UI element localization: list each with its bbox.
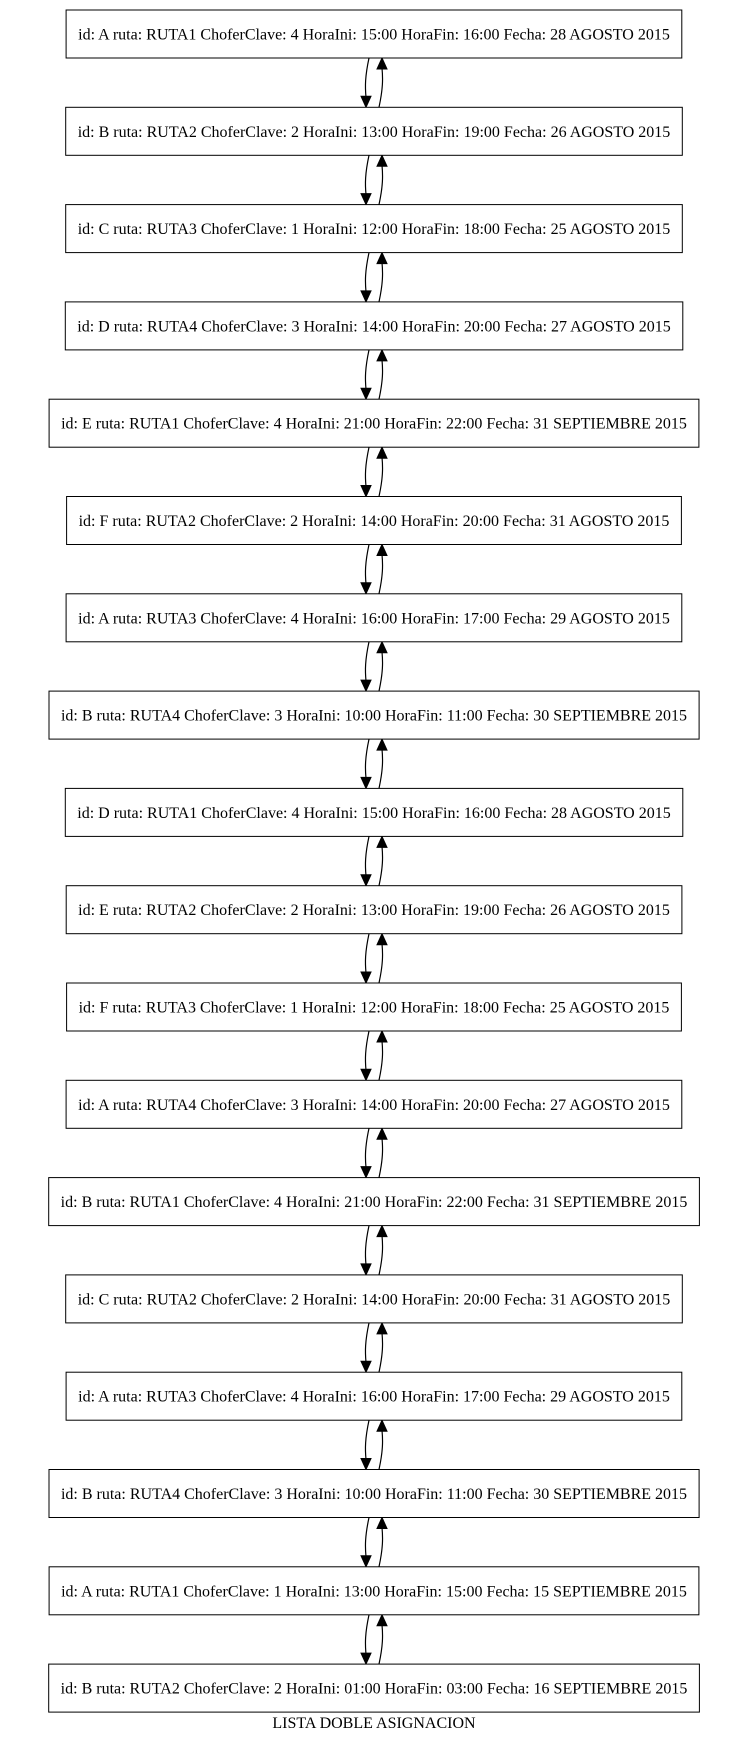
list-node: id: A ruta: RUTA3 ChoferClave: 4 HoraIni… [65, 593, 683, 643]
next-arrow [360, 1517, 372, 1569]
list-node: id: A ruta: RUTA1 ChoferClave: 1 HoraIni… [48, 1566, 700, 1616]
prev-arrow [376, 348, 388, 400]
node-box [65, 593, 683, 643]
next-arrow [360, 1128, 372, 1179]
list-node: id: B ruta: RUTA2 ChoferClave: 2 HoraIni… [48, 1663, 700, 1713]
next-arrow [360, 447, 372, 498]
prev-arrow [376, 1516, 388, 1567]
node-box [64, 301, 684, 351]
list-node: id: B ruta: RUTA4 ChoferClave: 3 HoraIni… [48, 690, 700, 740]
next-arrow [360, 155, 372, 206]
node-label: id: A ruta: RUTA4 ChoferClave: 3 HoraIni… [78, 1097, 670, 1114]
prev-arrow [376, 445, 388, 497]
prev-arrow [376, 737, 388, 789]
node-label: id: D ruta: RUTA1 ChoferClave: 4 HoraIni… [77, 805, 670, 822]
prev-arrow [376, 56, 388, 108]
diagram-caption: LISTA DOBLE ASIGNACION [272, 1715, 476, 1732]
prev-arrow [376, 154, 388, 205]
node-box [48, 398, 700, 448]
node-box [48, 1469, 700, 1518]
node-box [65, 1371, 683, 1421]
next-arrow [360, 641, 372, 693]
prev-arrow [376, 543, 388, 594]
node-box [48, 1566, 700, 1616]
list-node: id: D ruta: RUTA1 ChoferClave: 4 HoraIni… [64, 787, 684, 837]
next-arrow [360, 1030, 372, 1082]
node-label: id: E ruta: RUTA2 ChoferClave: 2 HoraIni… [78, 902, 670, 919]
node-label: id: A ruta: RUTA3 ChoferClave: 4 HoraIni… [78, 610, 670, 627]
next-arrow [360, 738, 372, 790]
node-box [65, 885, 683, 935]
list-node: id: F ruta: RUTA2 ChoferClave: 2 HoraIni… [66, 496, 682, 545]
next-arrow [360, 1225, 372, 1277]
list-node: id: D ruta: RUTA4 ChoferClave: 3 HoraIni… [64, 301, 684, 351]
node-box [65, 106, 683, 156]
node-label: id: C ruta: RUTA3 ChoferClave: 1 HoraIni… [78, 221, 671, 238]
next-arrow [360, 933, 372, 985]
node-box [48, 1663, 700, 1713]
next-arrow [360, 544, 372, 596]
list-node: id: A ruta: RUTA3 ChoferClave: 4 HoraIni… [65, 1371, 683, 1421]
node-label: id: B ruta: RUTA1 ChoferClave: 4 HoraIni… [61, 1194, 688, 1211]
prev-arrow [376, 1127, 388, 1178]
node-label: id: A ruta: RUTA1 ChoferClave: 1 HoraIni… [61, 1583, 687, 1600]
prev-arrow [376, 1321, 388, 1373]
list-node: id: B ruta: RUTA2 ChoferClave: 2 HoraIni… [65, 106, 683, 156]
node-label: id: F ruta: RUTA3 ChoferClave: 1 HoraIni… [79, 1000, 670, 1017]
node-label: id: B ruta: RUTA2 ChoferClave: 2 HoraIni… [61, 1681, 688, 1698]
list-node: id: B ruta: RUTA4 ChoferClave: 3 HoraIni… [48, 1469, 700, 1518]
next-arrow [360, 1420, 372, 1471]
next-arrow [360, 252, 372, 304]
list-node: id: B ruta: RUTA1 ChoferClave: 4 HoraIni… [48, 1177, 700, 1227]
prev-arrow [376, 835, 388, 886]
node-box [48, 690, 700, 740]
node-box [65, 9, 683, 59]
node-box [66, 496, 682, 545]
node-box [65, 1079, 683, 1129]
next-arrow [360, 57, 372, 109]
node-box [64, 787, 684, 837]
prev-arrow [376, 1224, 388, 1276]
prev-arrow [376, 251, 388, 303]
edges-layer [360, 56, 388, 1666]
node-box [48, 1177, 700, 1227]
next-arrow [360, 836, 372, 887]
next-arrow [360, 1614, 372, 1666]
prev-arrow [376, 1029, 388, 1081]
next-arrow [360, 1322, 372, 1374]
nodes-layer: id: A ruta: RUTA1 ChoferClave: 4 HoraIni… [48, 9, 700, 1713]
list-node: id: A ruta: RUTA4 ChoferClave: 3 HoraIni… [65, 1079, 683, 1129]
node-label: id: A ruta: RUTA1 ChoferClave: 4 HoraIni… [78, 27, 670, 44]
node-label: id: F ruta: RUTA2 ChoferClave: 2 HoraIni… [79, 513, 670, 530]
node-label: id: C ruta: RUTA2 ChoferClave: 2 HoraIni… [78, 1291, 671, 1308]
node-label: id: A ruta: RUTA3 ChoferClave: 4 HoraIni… [78, 1389, 670, 1406]
node-label: id: B ruta: RUTA2 ChoferClave: 2 HoraIni… [78, 124, 671, 141]
list-node: id: E ruta: RUTA1 ChoferClave: 4 HoraIni… [48, 398, 700, 448]
prev-arrow [376, 1613, 388, 1665]
node-label: id: B ruta: RUTA4 ChoferClave: 3 HoraIni… [61, 708, 687, 725]
list-node: id: C ruta: RUTA3 ChoferClave: 1 HoraIni… [65, 204, 683, 254]
next-arrow [360, 349, 372, 401]
node-box [66, 982, 682, 1032]
node-label: id: B ruta: RUTA4 ChoferClave: 3 HoraIni… [61, 1486, 687, 1503]
node-label: id: D ruta: RUTA4 ChoferClave: 3 HoraIni… [77, 318, 670, 335]
list-node: id: F ruta: RUTA3 ChoferClave: 1 HoraIni… [66, 982, 682, 1032]
prev-arrow [376, 932, 388, 984]
node-box [65, 204, 683, 254]
prev-arrow [376, 1418, 388, 1470]
node-box [65, 1274, 683, 1324]
list-node: id: C ruta: RUTA2 ChoferClave: 2 HoraIni… [65, 1274, 683, 1324]
list-node: id: E ruta: RUTA2 ChoferClave: 2 HoraIni… [65, 885, 683, 935]
node-label: id: E ruta: RUTA1 ChoferClave: 4 HoraIni… [61, 416, 687, 433]
list-node: id: A ruta: RUTA1 ChoferClave: 4 HoraIni… [65, 9, 683, 59]
prev-arrow [376, 640, 388, 692]
